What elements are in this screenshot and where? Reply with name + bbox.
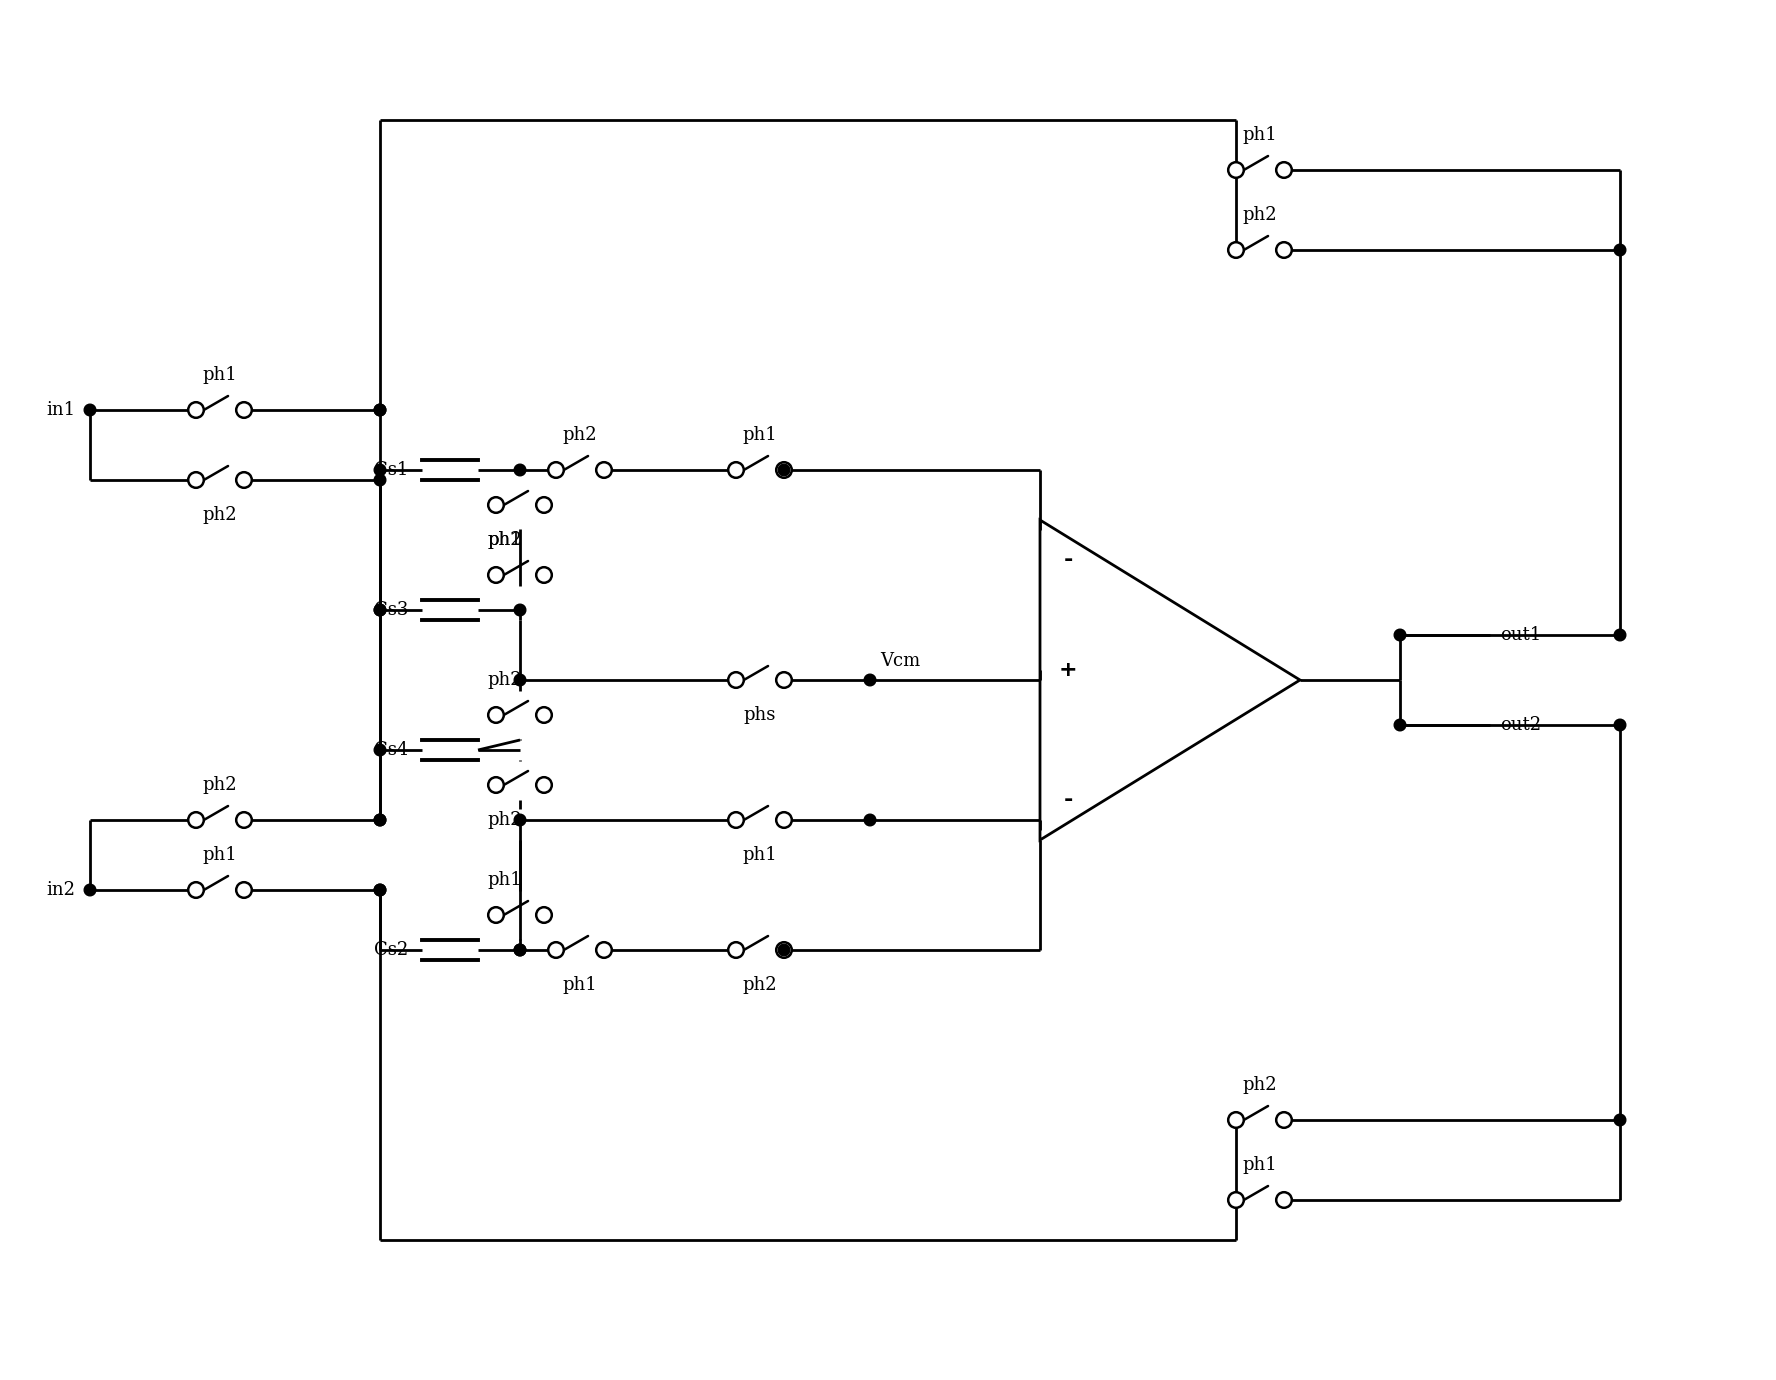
- Circle shape: [776, 943, 792, 958]
- Circle shape: [1614, 629, 1625, 640]
- Circle shape: [375, 814, 385, 825]
- Text: ph1: ph1: [1243, 1156, 1277, 1174]
- Circle shape: [488, 777, 504, 792]
- Text: ph1: ph1: [742, 426, 778, 444]
- Circle shape: [515, 944, 526, 956]
- Circle shape: [597, 943, 611, 958]
- Circle shape: [375, 604, 385, 615]
- Circle shape: [188, 402, 204, 418]
- Circle shape: [1277, 243, 1291, 258]
- Text: ph1: ph1: [1243, 126, 1277, 144]
- Circle shape: [778, 944, 790, 956]
- Circle shape: [375, 475, 385, 486]
- Circle shape: [515, 944, 526, 956]
- Text: in1: in1: [46, 402, 75, 420]
- Circle shape: [188, 472, 204, 487]
- Circle shape: [536, 707, 552, 723]
- Circle shape: [488, 707, 504, 723]
- Text: out2: out2: [1501, 716, 1542, 734]
- Circle shape: [188, 882, 204, 898]
- Circle shape: [375, 404, 385, 415]
- Text: ph2: ph2: [488, 671, 522, 689]
- Text: Vcm: Vcm: [879, 651, 920, 671]
- Circle shape: [515, 675, 526, 686]
- Circle shape: [375, 464, 385, 476]
- Text: ph2: ph2: [742, 976, 778, 994]
- Circle shape: [488, 567, 504, 582]
- Circle shape: [1614, 719, 1625, 731]
- Text: ph2: ph2: [202, 506, 238, 524]
- Circle shape: [728, 943, 744, 958]
- Circle shape: [1229, 1112, 1243, 1127]
- Circle shape: [83, 885, 96, 896]
- Circle shape: [865, 814, 876, 825]
- Circle shape: [188, 813, 204, 828]
- Circle shape: [549, 943, 563, 958]
- Circle shape: [1277, 163, 1291, 178]
- Circle shape: [1614, 1114, 1625, 1126]
- Circle shape: [776, 462, 792, 477]
- Circle shape: [1277, 1112, 1291, 1127]
- Circle shape: [1394, 629, 1407, 640]
- Text: -: -: [1064, 789, 1073, 810]
- Circle shape: [776, 813, 792, 828]
- Circle shape: [1614, 244, 1625, 255]
- Text: ph2: ph2: [488, 531, 522, 549]
- Circle shape: [488, 907, 504, 923]
- Circle shape: [865, 675, 876, 686]
- Text: in2: in2: [46, 880, 75, 898]
- Text: ph1: ph1: [563, 976, 597, 994]
- Circle shape: [1229, 163, 1243, 178]
- Text: ph2: ph2: [202, 776, 238, 793]
- Text: Cs2: Cs2: [373, 941, 408, 959]
- Circle shape: [536, 907, 552, 923]
- Circle shape: [728, 813, 744, 828]
- Text: Cs1: Cs1: [373, 461, 408, 479]
- Circle shape: [1277, 1192, 1291, 1208]
- Circle shape: [1229, 1192, 1243, 1208]
- Circle shape: [1229, 243, 1243, 258]
- Text: ph2: ph2: [1243, 206, 1277, 224]
- Text: ph2: ph2: [488, 811, 522, 829]
- Circle shape: [375, 604, 385, 615]
- Text: out1: out1: [1501, 627, 1542, 644]
- Text: ph1: ph1: [202, 846, 238, 864]
- Circle shape: [778, 464, 790, 476]
- Circle shape: [488, 497, 504, 513]
- Circle shape: [515, 604, 526, 615]
- Text: ph2: ph2: [1243, 1076, 1277, 1094]
- Circle shape: [536, 567, 552, 582]
- Text: +: +: [1058, 660, 1078, 680]
- Circle shape: [536, 497, 552, 513]
- Circle shape: [375, 885, 385, 896]
- Circle shape: [236, 402, 252, 418]
- Circle shape: [728, 672, 744, 687]
- Circle shape: [236, 813, 252, 828]
- Circle shape: [375, 744, 385, 756]
- Text: phs: phs: [744, 707, 776, 725]
- Text: Cs3: Cs3: [373, 602, 408, 620]
- Text: ph1: ph1: [742, 846, 778, 864]
- Circle shape: [515, 814, 526, 825]
- Circle shape: [375, 885, 385, 896]
- Circle shape: [1394, 719, 1407, 731]
- Circle shape: [236, 472, 252, 487]
- Circle shape: [549, 462, 563, 477]
- Text: ph1: ph1: [488, 871, 522, 889]
- Circle shape: [536, 777, 552, 792]
- Text: ph2: ph2: [563, 426, 597, 444]
- Circle shape: [728, 462, 744, 477]
- Circle shape: [83, 404, 96, 415]
- Text: Cs4: Cs4: [373, 741, 408, 759]
- Circle shape: [597, 462, 611, 477]
- Text: ph1: ph1: [488, 531, 522, 549]
- Circle shape: [375, 404, 385, 415]
- Text: ph1: ph1: [202, 366, 238, 384]
- Circle shape: [515, 464, 526, 476]
- Circle shape: [776, 672, 792, 687]
- Circle shape: [236, 882, 252, 898]
- Circle shape: [375, 814, 385, 825]
- Text: -: -: [1064, 551, 1073, 570]
